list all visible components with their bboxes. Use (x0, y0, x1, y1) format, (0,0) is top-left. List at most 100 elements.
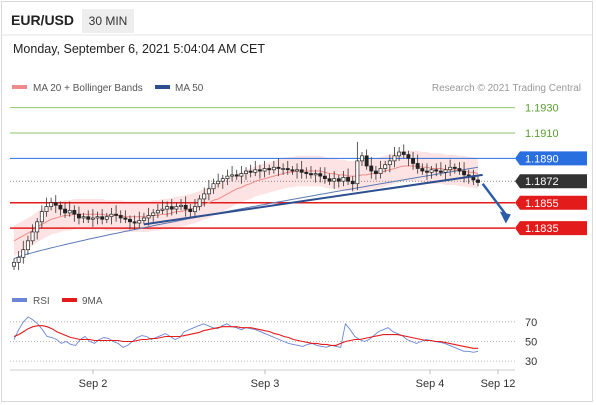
candle-body (327, 178, 332, 182)
candle-body (90, 217, 95, 220)
price-level-label: 1.1855 (525, 198, 559, 210)
candle-body (457, 168, 462, 172)
candle-body (313, 173, 318, 176)
price-level-badge (515, 195, 587, 210)
candle-body (257, 169, 262, 172)
candle-body (271, 166, 276, 171)
forecast-arrow-head (499, 211, 511, 224)
candle-body (193, 206, 197, 212)
candle-body (53, 202, 58, 206)
time-tick-label: Sep 2 (79, 378, 108, 390)
rsi-panel: 70 50 30 (10, 316, 537, 368)
chart-header: EUR/USD 30 MIN (2, 2, 592, 34)
candle-body (253, 169, 258, 173)
candle-body (39, 211, 44, 223)
candle-body (364, 155, 369, 167)
copyright-label: Research © 2021 Trading Central (432, 83, 581, 94)
candle-body (25, 240, 30, 251)
candle-body (58, 204, 63, 210)
candle-body (206, 188, 211, 195)
candle-body (373, 170, 378, 174)
candle-body (44, 206, 49, 212)
candle-body (132, 221, 137, 224)
rsi-tick-label: 50 (525, 336, 537, 348)
candle-body (86, 216, 91, 220)
candle-body (244, 170, 248, 174)
candle-body (16, 256, 21, 263)
candle-body (155, 210, 160, 214)
candle-body (406, 154, 411, 159)
price-level-badge (515, 221, 587, 236)
candle-body (429, 169, 434, 173)
candle-body (220, 178, 225, 182)
candle-body (336, 178, 341, 182)
candle-body (248, 170, 253, 173)
candle-body (12, 262, 16, 267)
candle-body (425, 170, 429, 173)
candle-body (230, 174, 235, 177)
candle-body (183, 204, 188, 210)
candle-body (49, 202, 54, 207)
candle-body (239, 173, 244, 177)
candle-body (95, 216, 100, 219)
candle-body (397, 151, 402, 157)
candle-body (360, 155, 364, 162)
candle-body (151, 212, 156, 216)
candle-body (81, 216, 86, 219)
candle-body (118, 215, 123, 219)
symbol-label: EUR/USD (11, 12, 75, 28)
time-tick-label: Sep 4 (416, 378, 445, 390)
candle-body (114, 213, 119, 216)
candle-body (77, 213, 81, 219)
candle-body (318, 173, 323, 177)
ma9-legend-label: 9MA (82, 296, 103, 307)
candle-body (285, 168, 290, 171)
candle-body (322, 175, 327, 180)
candle-body (281, 168, 286, 170)
candle-body (146, 215, 151, 219)
candle-body (462, 170, 467, 176)
candle-body (197, 198, 202, 207)
candle-body (383, 164, 388, 169)
candle-body (304, 171, 309, 174)
candle-body (355, 160, 360, 185)
candle-body (179, 204, 183, 207)
candle-body (160, 208, 165, 211)
candle-body (21, 249, 26, 258)
rsi-line (13, 316, 479, 353)
time-tick-label: Sep 12 (481, 378, 516, 390)
time-axis: Sep 2 Sep 3 Sep 4 Sep 12 (79, 370, 516, 390)
forecast-arrow-shaft (481, 183, 507, 216)
time-tick-label: Sep 3 (251, 378, 280, 390)
candle-body (137, 220, 142, 224)
candle-body (378, 168, 383, 174)
candle-body (476, 179, 480, 183)
candle-body (30, 231, 35, 242)
candle-body (165, 206, 170, 210)
candle-body (420, 168, 425, 172)
candle-body (401, 151, 406, 155)
candle-body (72, 210, 77, 215)
candle-body (434, 169, 439, 172)
candle-body (216, 180, 221, 185)
price-panel: 1.1930 1.1910 1.1890 1.1872 1.1855 1.1835 (10, 103, 587, 270)
candle-body (452, 166, 457, 169)
timeframe-button[interactable]: 30 MIN (82, 9, 134, 33)
candle-body (276, 166, 281, 169)
candle-body (448, 166, 453, 171)
candle-body (443, 169, 448, 173)
candle-body (202, 193, 207, 200)
bollinger-band (14, 150, 478, 256)
rsi-tick-label: 70 (525, 317, 537, 329)
candle-body (128, 218, 132, 223)
ma20-legend-label: MA 20 + Bollinger Bands (33, 83, 143, 94)
candle-body (290, 169, 295, 172)
candle-body (188, 208, 193, 212)
candle-body (295, 169, 299, 172)
candle-body (262, 168, 267, 172)
candle-body (234, 174, 239, 177)
candle-body (341, 177, 346, 182)
rsi-tick-label: 30 (525, 356, 537, 368)
ma50-legend-label: MA 50 (175, 83, 204, 94)
